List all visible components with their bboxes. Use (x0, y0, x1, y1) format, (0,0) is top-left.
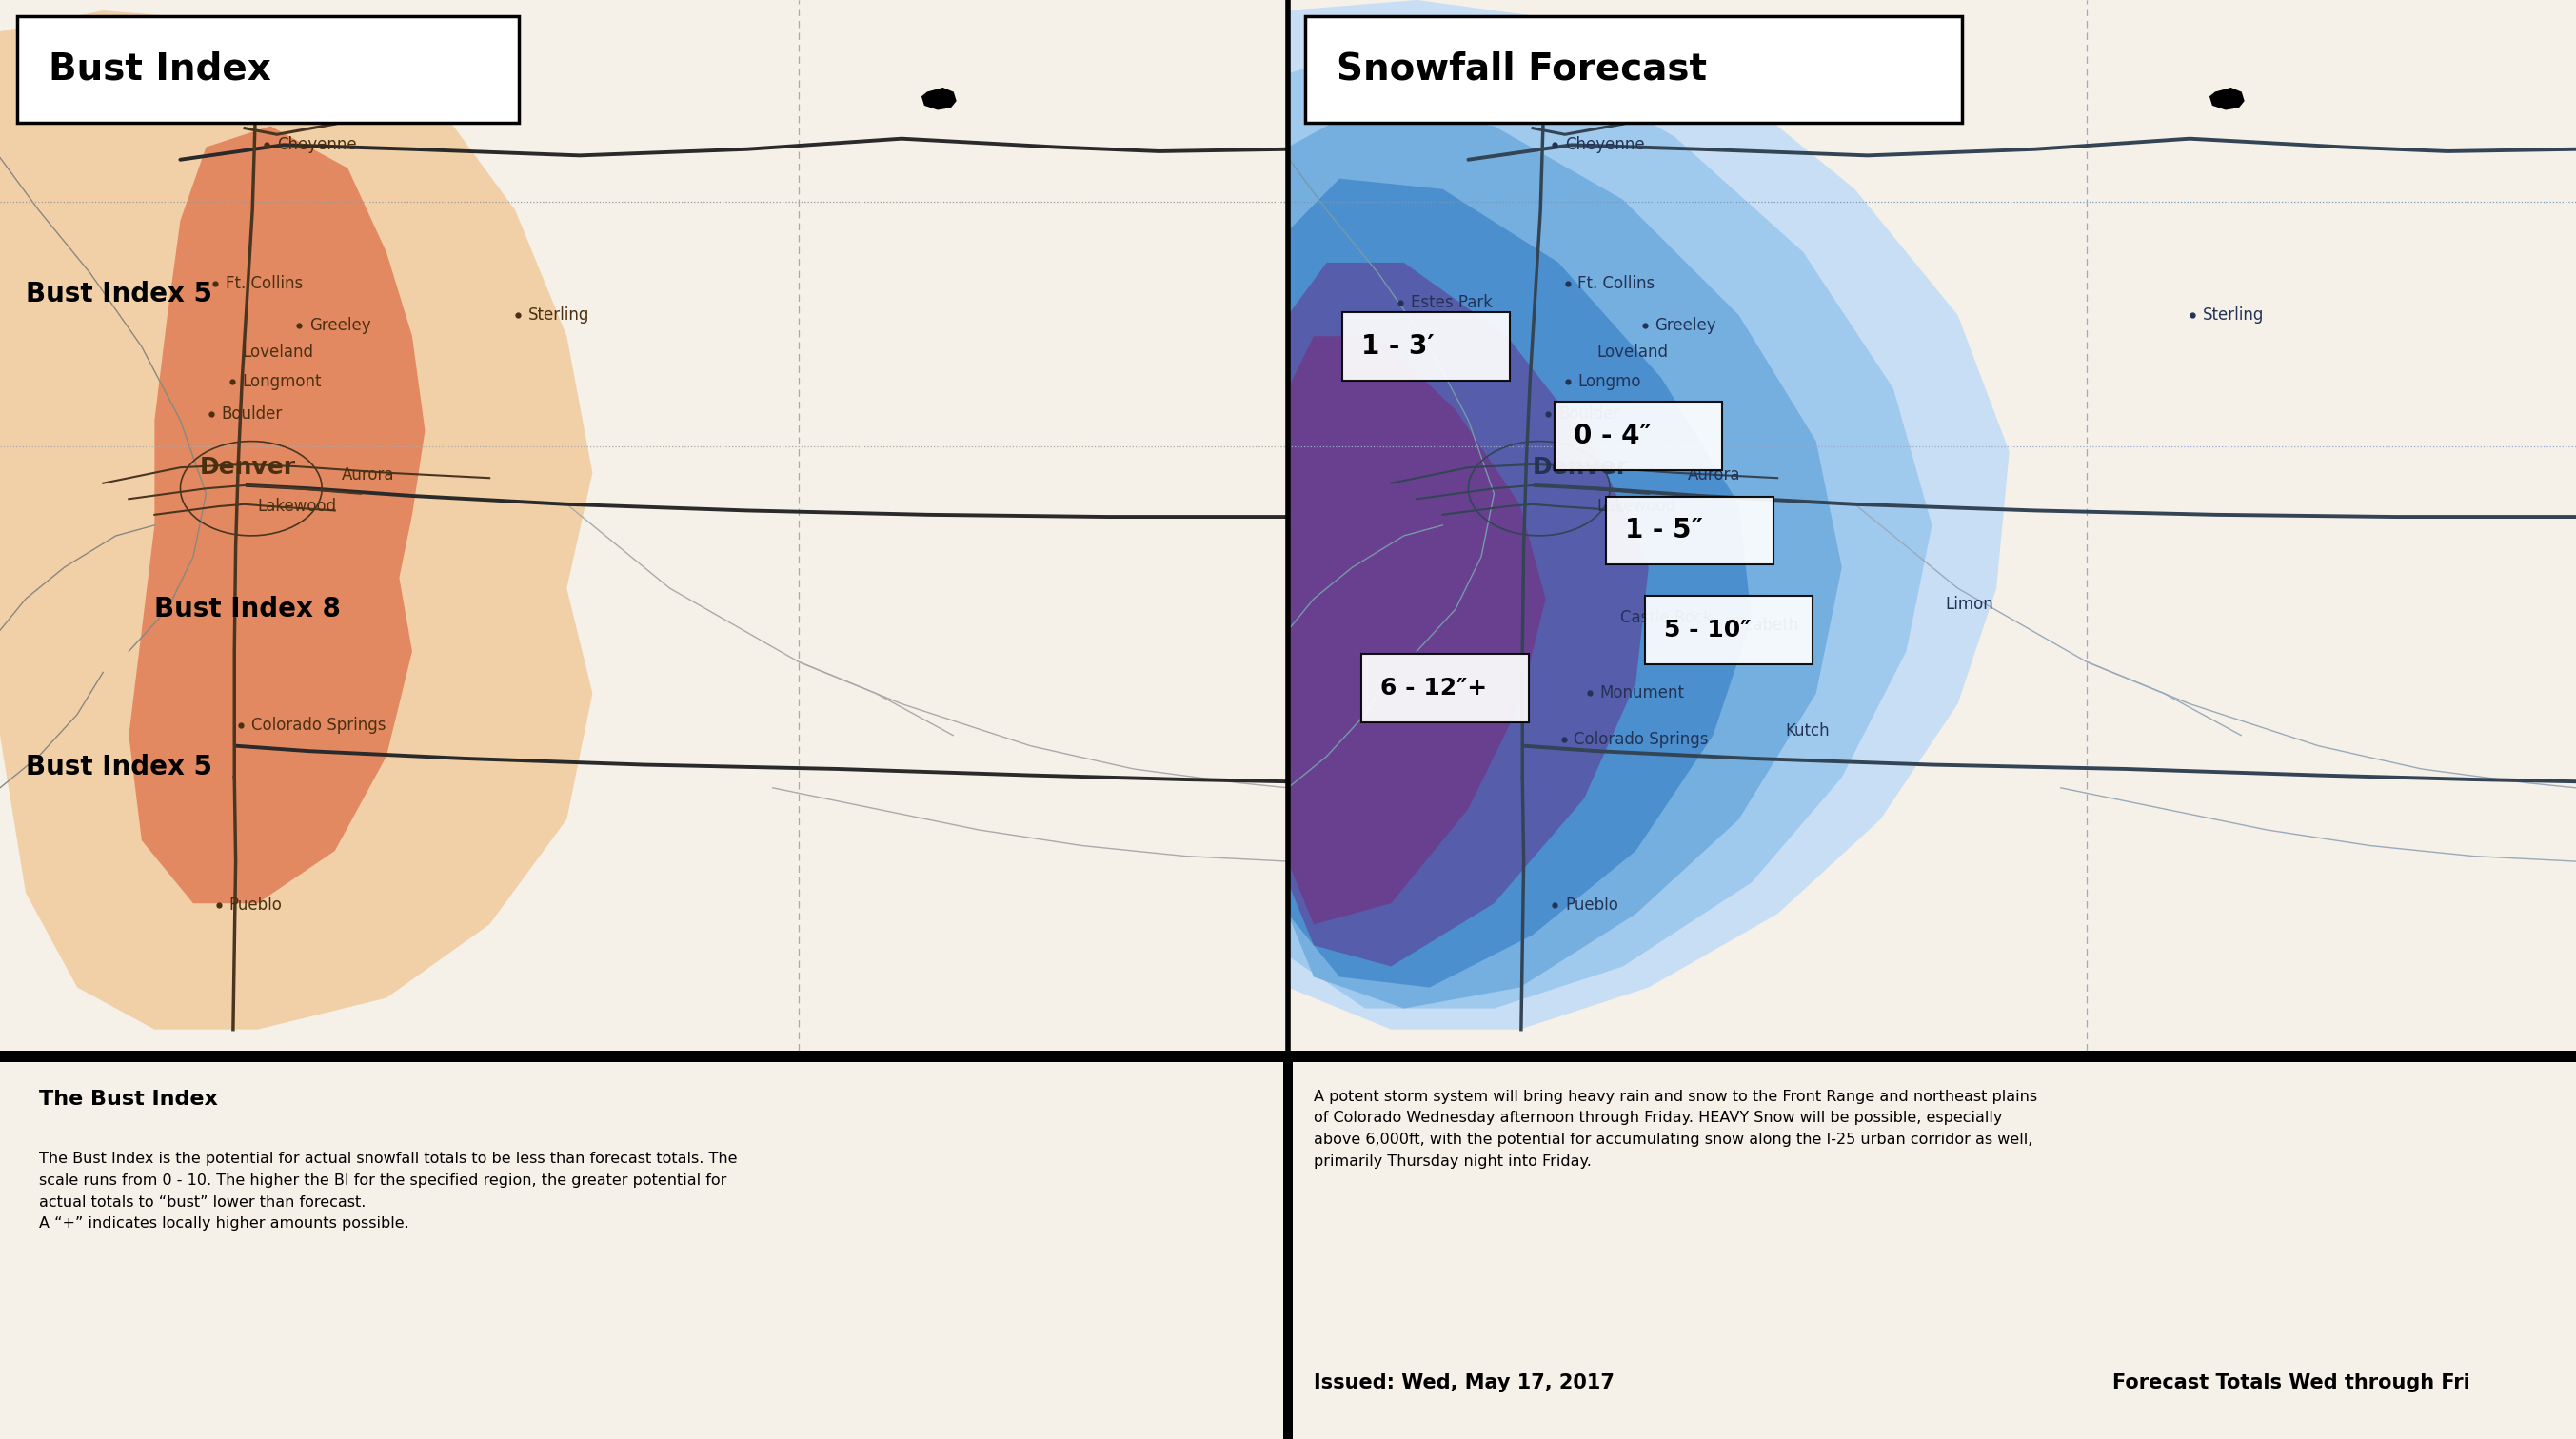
Text: Castle Rock: Castle Rock (1620, 609, 1713, 626)
Text: Greeley: Greeley (1654, 317, 1716, 334)
FancyBboxPatch shape (1303, 16, 1963, 122)
Polygon shape (1288, 263, 1649, 967)
Text: Loveland: Loveland (242, 344, 314, 361)
Polygon shape (2210, 88, 2244, 109)
Text: Bust Index 8: Bust Index 8 (155, 596, 340, 623)
Text: 1 - 5″: 1 - 5″ (1625, 517, 1703, 544)
FancyBboxPatch shape (1607, 496, 1772, 564)
Bar (0, 1050, 2576, 1062)
Text: Forecast Totals Wed through Fri: Forecast Totals Wed through Fri (2112, 1373, 2470, 1393)
Text: The Bust Index: The Bust Index (39, 1089, 216, 1108)
Text: Greeley: Greeley (309, 317, 371, 334)
FancyBboxPatch shape (1553, 401, 1721, 471)
Text: Pueblo: Pueblo (229, 896, 283, 914)
Text: Aurora: Aurora (1687, 466, 1741, 484)
Text: Loveland: Loveland (1597, 344, 1669, 361)
Text: 6 - 12″+: 6 - 12″+ (1381, 676, 1486, 699)
Text: Cheyenne: Cheyenne (278, 137, 355, 154)
Text: Denver: Denver (201, 456, 296, 479)
Polygon shape (129, 127, 425, 904)
Text: Lakewood: Lakewood (1597, 498, 1677, 515)
Text: Sterling: Sterling (2202, 307, 2264, 324)
Text: Kutch: Kutch (1785, 722, 1829, 740)
Text: Bust Index 5: Bust Index 5 (26, 754, 211, 780)
Polygon shape (0, 10, 592, 1029)
Text: Lakewood: Lakewood (258, 498, 337, 515)
Text: Boulder: Boulder (1558, 406, 1620, 423)
Polygon shape (1288, 42, 1932, 1009)
Polygon shape (922, 88, 956, 109)
Bar (1283, 1050, 1293, 1439)
Text: Boulder: Boulder (222, 406, 283, 423)
Polygon shape (1288, 105, 1842, 1009)
Text: Ft. Collins: Ft. Collins (227, 275, 304, 292)
Polygon shape (1288, 337, 1546, 924)
Text: Limon: Limon (1945, 596, 1994, 613)
Text: Snowfall Forecast: Snowfall Forecast (1337, 52, 1708, 88)
Text: Bust Index 5: Bust Index 5 (26, 281, 211, 308)
Text: The Bust Index is the potential for actual snowfall totals to be less than forec: The Bust Index is the potential for actu… (39, 1151, 737, 1230)
Text: Denver: Denver (1533, 456, 1628, 479)
Text: Colorado Springs: Colorado Springs (252, 717, 386, 734)
Text: Sterling: Sterling (528, 307, 590, 324)
Text: Issued: Wed, May 17, 2017: Issued: Wed, May 17, 2017 (1314, 1373, 1615, 1393)
Text: Monument: Monument (1600, 685, 1685, 702)
Text: Estes Park: Estes Park (1412, 294, 1492, 311)
Text: Bust Index: Bust Index (49, 52, 270, 88)
Text: 5 - 10″: 5 - 10″ (1664, 619, 1752, 642)
Text: Pueblo: Pueblo (1566, 896, 1618, 914)
FancyBboxPatch shape (15, 16, 520, 122)
Text: Cheyenne: Cheyenne (1566, 137, 1643, 154)
Polygon shape (1288, 0, 2009, 1029)
Polygon shape (1288, 178, 1752, 987)
Text: Ft. Collins: Ft. Collins (1577, 275, 1656, 292)
FancyBboxPatch shape (1643, 596, 1811, 665)
Text: 0 - 4″: 0 - 4″ (1574, 423, 1651, 449)
Text: Aurora: Aurora (340, 466, 394, 484)
Text: Elizabeth: Elizabeth (1726, 616, 1798, 633)
Text: Longmo: Longmo (1577, 373, 1641, 390)
FancyBboxPatch shape (1342, 312, 1510, 381)
FancyBboxPatch shape (1363, 653, 1530, 722)
Text: Longmont: Longmont (242, 373, 322, 390)
Text: Colorado Springs: Colorado Springs (1574, 731, 1708, 748)
Text: A potent storm system will bring heavy rain and snow to the Front Range and nort: A potent storm system will bring heavy r… (1314, 1089, 2038, 1168)
Text: 1 - 3′: 1 - 3′ (1363, 334, 1435, 360)
